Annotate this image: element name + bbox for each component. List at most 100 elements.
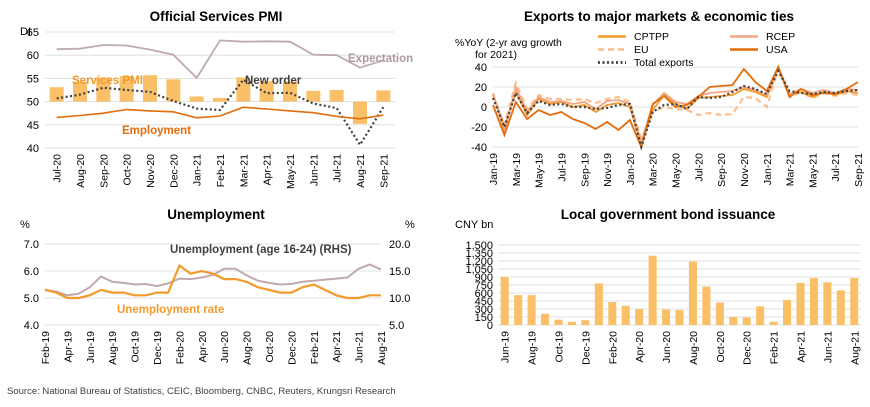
- pmi-xtick-label: May-21: [285, 154, 297, 189]
- pmi-label-employment: Employment: [122, 125, 191, 137]
- bonds-xtick-label: Aug-19: [527, 331, 539, 365]
- exports-title: Exports to major markets & economic ties: [524, 9, 794, 24]
- bonds-xtick-label: Apr-21: [796, 331, 808, 363]
- unemp-xtick-label: Apr-20: [197, 331, 209, 363]
- pmi-xtick-label: Aug-20: [75, 154, 87, 188]
- exports-ylabel-1: %YoY (2-yr avg growth: [455, 37, 562, 49]
- bonds-bar: [594, 283, 603, 325]
- unemp-xtick-label: Feb-20: [174, 331, 186, 364]
- bonds-bar: [809, 278, 818, 325]
- exports-legend-label: Total exports: [634, 57, 694, 69]
- pmi-ytick-label: 40: [27, 143, 39, 155]
- exports-xtick-label: Jul-19: [556, 153, 568, 182]
- pmi-xtick-label: Feb-21: [215, 154, 227, 187]
- bonds-bar: [796, 282, 805, 325]
- unemp-y2tick-label: 10.0: [389, 293, 410, 305]
- bonds-xtick-label: Aug-20: [688, 331, 700, 365]
- pmi-bar: [143, 75, 157, 102]
- bonds-xtick-label: Feb-20: [607, 331, 619, 364]
- pmi-bar: [283, 81, 297, 102]
- bonds-bar: [554, 319, 563, 325]
- bonds-bar: [608, 302, 617, 325]
- unemp-ytick-label: 6.0: [24, 266, 39, 278]
- unemp-y2tick-label: 5.0: [389, 320, 404, 332]
- bonds-ytick-label: 600: [475, 288, 493, 300]
- pmi-bar: [259, 81, 274, 102]
- exports-xtick-label: Mar-19: [511, 153, 523, 186]
- unemp-ytick-label: 7.0: [24, 239, 39, 251]
- exports-line-total: [491, 68, 859, 151]
- bonds-bar: [581, 320, 590, 325]
- exports-legend-label: USA: [766, 44, 788, 56]
- bonds-ytick-label: 900: [475, 272, 493, 284]
- pmi-ytick-label: 55: [27, 73, 39, 85]
- pmi-xtick-label: Jul-21: [332, 154, 344, 183]
- exports-xtick-label: May-20: [671, 153, 683, 188]
- unemp-y2label: %: [405, 219, 415, 231]
- pmi-bar: [119, 76, 134, 102]
- exports-xtick-label: Jul-20: [693, 153, 705, 182]
- bonds-bar: [662, 309, 671, 325]
- source-note: Source: National Bureau of Statistics, C…: [7, 386, 396, 397]
- unemp-xtick-label: Apr-19: [62, 331, 74, 363]
- pmi-ytick-label: 50: [27, 97, 39, 109]
- bonds-bar: [514, 295, 523, 325]
- exports-xtick-label: Nov-19: [602, 153, 614, 187]
- pmi-xtick-label: Sep-21: [378, 154, 390, 188]
- exports-ytick-label: 40: [475, 62, 487, 74]
- bonds-bar: [756, 306, 765, 325]
- bonds-bar: [850, 278, 859, 325]
- pmi-bar: [376, 90, 391, 102]
- bonds-bar: [783, 299, 792, 325]
- pmi-xtick-label: Jun-21: [308, 154, 320, 186]
- bonds-xtick-label: Dec-19: [580, 331, 592, 365]
- pmi-bar: [166, 79, 181, 102]
- exports-xtick-label: May-21: [807, 153, 819, 188]
- unemp-xtick-label: Feb-21: [309, 331, 321, 364]
- pmi-bar: [353, 101, 367, 124]
- unemp-xtick-label: Aug-20: [242, 331, 254, 365]
- bonds-ytick-label: 150: [475, 312, 493, 324]
- pmi-line-expectation: [56, 39, 384, 80]
- bonds-ytick-label: 450: [475, 296, 493, 308]
- bonds-bar: [621, 305, 630, 325]
- bonds-ytick-label: 1,200: [465, 256, 493, 268]
- unemp-xtick-label: Jun-21: [354, 331, 366, 363]
- bonds-bar: [688, 261, 697, 325]
- bonds-ytick-label: 1,050: [465, 264, 493, 276]
- exports-ytick-label: 0: [481, 102, 487, 114]
- pmi-xtick-label: Mar-21: [238, 154, 250, 187]
- pmi-ylabel: DI: [20, 26, 31, 38]
- exports-ytick-label: 20: [475, 82, 487, 94]
- bonds-xtick-label: Aug-21: [849, 331, 861, 365]
- bonds-bar: [648, 255, 657, 325]
- chart-canvas: Official Services PMI DI 40 45 50 55 60 65 Ju…: [20, 9, 865, 365]
- bonds-bar: [541, 313, 550, 325]
- pmi-xtick-label: Apr-21: [262, 154, 274, 186]
- bonds-ytick-label: 300: [475, 304, 493, 316]
- pmi-xtick-label: Dec-20: [168, 154, 180, 188]
- pmi-label-services: Services PMI: [72, 75, 143, 87]
- pmi-line-employment: [56, 106, 384, 120]
- unemp-title: Unemployment: [167, 207, 265, 222]
- exports-xtick-label: May-19: [534, 153, 546, 188]
- pmi-label-new-order: New order: [245, 75, 302, 87]
- exports-xtick-label: Mar-20: [648, 153, 660, 186]
- unemp-ytick-label: 5.0: [24, 293, 39, 305]
- exports-ytick-label: -40: [471, 142, 487, 154]
- exports-legend-label: CPTPP: [634, 31, 669, 43]
- unemp-line-youth: [44, 263, 382, 297]
- unemp-xtick-label: Dec-19: [152, 331, 164, 365]
- bonds-ylabel: CNY bn: [455, 219, 493, 231]
- unemp-xtick-label: Aug-21: [376, 331, 388, 365]
- pmi-line-new-order: [56, 78, 385, 147]
- bonds-xtick-label: Jun-20: [661, 331, 673, 363]
- bonds-xtick-label: Oct-19: [554, 331, 566, 363]
- bonds-bar: [742, 317, 751, 325]
- pmi-label-expectation: Expectation: [348, 53, 413, 65]
- bonds-ytick-label: 1,500: [465, 240, 493, 252]
- bonds-bar: [729, 317, 738, 325]
- bonds-xtick-label: Jun-19: [500, 331, 512, 363]
- bonds-xtick-label: Apr-20: [634, 331, 646, 363]
- exports-legend-label: EU: [634, 44, 649, 56]
